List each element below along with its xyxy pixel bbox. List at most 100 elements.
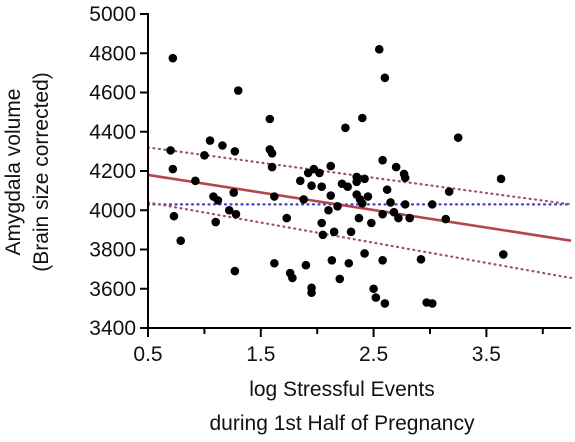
x-axis-title-line-1: log Stressful Events [249, 378, 435, 401]
axes-layer [140, 13, 571, 337]
y-axis-title-line-2: (Brain size corrected) [30, 72, 53, 272]
y-tick-label: 4800 [89, 42, 136, 65]
data-point [205, 136, 215, 145]
y-tick-label: 4600 [89, 82, 136, 105]
data-point [453, 133, 463, 142]
data-point [166, 146, 175, 155]
data-point [324, 205, 333, 215]
data-point [230, 266, 240, 276]
data-point [329, 227, 339, 237]
data-point [267, 162, 277, 172]
data-point [416, 255, 426, 264]
y-tick-label: 3400 [89, 317, 136, 340]
data-point [444, 187, 454, 196]
data-point [441, 214, 451, 224]
data-point [270, 258, 279, 268]
data-point [317, 218, 327, 228]
data-point [400, 200, 410, 209]
data-point [270, 192, 279, 201]
data-point [231, 209, 241, 219]
data-point [233, 86, 243, 95]
y-tick-label: 4200 [89, 160, 136, 183]
data-point [496, 174, 506, 184]
y-tick-label: 4000 [89, 199, 136, 222]
y-axis-title-line-1: Amygdala volume [2, 89, 25, 256]
axis-titles: log Stressful Events during 1st Half of … [2, 72, 475, 435]
data-point [307, 288, 316, 297]
data-point [299, 195, 308, 204]
data-point [213, 196, 223, 205]
x-axis-title-line-2: during 1st Half of Pregnancy [210, 412, 475, 435]
data-point [427, 299, 437, 308]
data-point [327, 255, 337, 265]
data-point [378, 155, 387, 165]
labels-layer: 3400 3600 3800 4000 4200 4400 4600 4800 5000 0.5 1… [89, 3, 501, 366]
data-point [389, 207, 399, 217]
data-point [230, 147, 240, 156]
data-point [360, 174, 369, 184]
data-point [360, 249, 369, 258]
data-point [224, 205, 234, 215]
data-point [191, 176, 200, 186]
y-tick-label: 3800 [89, 239, 136, 262]
data-point [307, 181, 316, 191]
x-tick-label: 2.5 [359, 343, 388, 366]
data-point [400, 173, 410, 183]
data-point [341, 123, 350, 133]
data-point [315, 168, 324, 178]
confidence-band-lower [146, 201, 573, 280]
data-point [282, 213, 292, 223]
data-point [369, 284, 378, 294]
lines-layer [146, 146, 573, 280]
data-point [371, 293, 381, 302]
data-point [358, 199, 367, 208]
data-point [386, 198, 395, 207]
data-point [326, 191, 336, 200]
y-tick-label: 3600 [89, 278, 136, 301]
data-point [343, 182, 352, 191]
data-point [200, 151, 209, 160]
data-point [380, 73, 390, 83]
data-point [265, 114, 275, 124]
x-tick-label: 0.5 [133, 343, 162, 366]
data-point [288, 273, 297, 283]
data-point [267, 149, 277, 158]
data-point [218, 141, 227, 150]
data-point [295, 176, 305, 186]
y-tick-label: 5000 [89, 3, 136, 26]
data-point [405, 213, 414, 223]
data-point [374, 45, 384, 54]
data-point [326, 161, 336, 171]
data-point [318, 230, 328, 240]
data-point [333, 202, 342, 211]
data-point [378, 209, 387, 219]
data-point [344, 258, 354, 268]
data-point [317, 182, 327, 191]
data-point [352, 177, 361, 187]
points-layer [166, 45, 508, 308]
y-tick-label: 4400 [89, 121, 136, 144]
data-point [335, 274, 345, 284]
data-point [358, 113, 367, 123]
data-point [380, 299, 390, 308]
data-point [346, 227, 356, 237]
data-point [367, 218, 376, 228]
data-point [168, 53, 178, 63]
data-point [176, 236, 186, 245]
data-point [382, 185, 392, 194]
data-point [499, 250, 508, 259]
data-point [427, 200, 437, 209]
data-point [378, 255, 387, 265]
data-point [391, 162, 401, 172]
regression-line [147, 173, 572, 242]
data-point [211, 217, 220, 227]
data-point [168, 164, 178, 174]
data-point [363, 192, 373, 201]
x-tick-label: 1.5 [246, 343, 275, 366]
x-tick-label: 3.5 [472, 343, 501, 366]
data-point [394, 213, 403, 223]
data-point [169, 211, 179, 221]
data-point [354, 213, 364, 223]
data-point [229, 188, 239, 197]
